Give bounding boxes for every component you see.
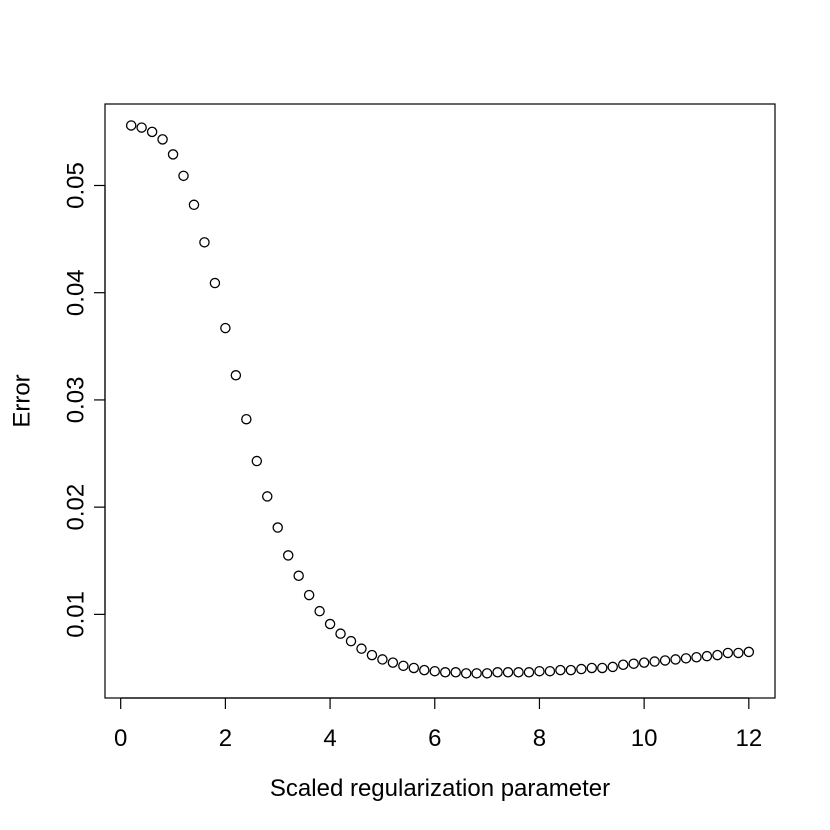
data-point — [502, 667, 514, 678]
x-tick-label: 6 — [428, 725, 441, 752]
x-tick-label: 8 — [533, 725, 546, 752]
data-point — [492, 667, 503, 678]
data-point — [712, 649, 723, 661]
data-point — [439, 667, 451, 678]
x-axis-title: Scaled regularization parameter — [270, 775, 610, 802]
data-point — [178, 170, 189, 182]
data-point — [314, 605, 325, 617]
data-point — [136, 122, 147, 133]
data-point — [597, 662, 608, 674]
data-point — [586, 662, 598, 674]
y-tick-label: 0.01 — [62, 591, 89, 638]
x-axis: 0 2 4 6 8 10 12 — [114, 697, 762, 752]
data-point — [241, 413, 252, 425]
data-point — [460, 668, 472, 679]
data-point — [743, 646, 755, 658]
data-point — [450, 667, 461, 678]
x-tick-label: 10 — [631, 725, 658, 752]
data-point — [419, 664, 430, 676]
data-point — [387, 657, 399, 668]
data-point — [722, 647, 734, 659]
data-point — [649, 656, 660, 667]
y-tick-label: 0.03 — [62, 377, 89, 424]
data-point — [366, 649, 378, 661]
data-point — [199, 237, 210, 248]
data-point — [659, 655, 671, 666]
data-point — [628, 658, 639, 669]
data-point — [293, 570, 304, 582]
x-tick-label: 12 — [735, 725, 762, 752]
data-point — [733, 647, 744, 659]
data-point — [262, 491, 273, 502]
data-point — [701, 650, 713, 662]
data-point — [565, 664, 577, 676]
data-point — [324, 618, 336, 630]
x-tick-label: 4 — [323, 725, 336, 752]
y-tick-label: 0.04 — [62, 269, 89, 316]
data-point — [471, 668, 482, 679]
data-point — [303, 589, 315, 601]
y-axis: 0.01 0.02 0.03 0.04 0.05 — [62, 162, 106, 638]
data-point — [157, 134, 168, 145]
data-point — [680, 653, 692, 664]
data-point — [398, 660, 409, 672]
data-point — [534, 665, 545, 677]
data-point — [513, 667, 524, 678]
y-tick-label: 0.05 — [62, 162, 89, 209]
data-point — [544, 665, 556, 677]
data-point — [220, 322, 231, 334]
data-point — [345, 635, 357, 647]
data-point — [429, 665, 441, 677]
data-point — [209, 277, 221, 289]
data-point — [576, 663, 587, 675]
data-point — [167, 149, 179, 160]
data-point — [356, 643, 367, 654]
data-point — [523, 667, 535, 678]
data-point — [691, 652, 702, 663]
data-point — [251, 455, 263, 467]
data-point — [272, 522, 283, 533]
data-point — [670, 654, 681, 665]
data-point — [408, 662, 420, 674]
x-tick-label: 0 — [114, 725, 127, 752]
y-axis-title: Error — [8, 374, 35, 427]
y-tick-label: 0.02 — [62, 484, 89, 531]
data-point — [230, 370, 242, 381]
data-point — [377, 654, 388, 665]
data-point — [555, 664, 566, 676]
data-point — [125, 120, 137, 131]
data-points — [125, 120, 755, 679]
x-tick-label: 2 — [219, 725, 232, 752]
data-point — [282, 550, 294, 561]
plot-frame — [104, 103, 776, 699]
data-point — [638, 657, 650, 668]
data-point — [146, 126, 158, 138]
data-point — [335, 628, 346, 639]
data-point — [481, 668, 493, 679]
data-point — [607, 661, 618, 673]
data-point — [617, 659, 629, 671]
data-point — [188, 199, 200, 211]
